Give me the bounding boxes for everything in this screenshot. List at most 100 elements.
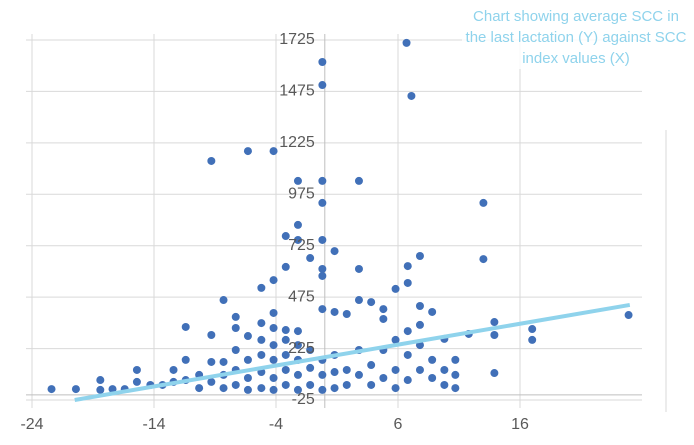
point (207, 330, 216, 339)
x-tick-label: -4 (269, 416, 283, 433)
point (243, 147, 252, 156)
y-tick-label: 475 (288, 288, 315, 305)
point (415, 301, 424, 310)
point (403, 278, 412, 287)
point (354, 370, 363, 379)
point (354, 176, 363, 185)
point (181, 322, 190, 331)
point (257, 384, 266, 393)
point (403, 376, 412, 385)
point (415, 320, 424, 329)
point (479, 255, 488, 264)
y-tick-label: 225 (288, 340, 315, 357)
point (207, 156, 216, 165)
point (269, 373, 278, 382)
point (415, 252, 424, 260)
point (440, 365, 449, 374)
point (269, 355, 278, 364)
point (257, 335, 266, 344)
trendline (74, 302, 631, 402)
point (451, 384, 460, 393)
point (257, 319, 266, 328)
point (269, 324, 278, 332)
point (440, 380, 449, 389)
y-tick-label: 1475 (279, 83, 315, 100)
point (269, 276, 278, 285)
point (624, 311, 633, 320)
point (306, 380, 315, 389)
point (318, 271, 327, 280)
point (219, 296, 228, 305)
point (96, 376, 105, 385)
point (391, 335, 400, 344)
x-tick-label: -24 (20, 416, 43, 433)
point (342, 380, 351, 389)
point (428, 373, 437, 382)
point (281, 365, 290, 374)
point (195, 384, 204, 393)
y-tick-label: 975 (288, 186, 315, 203)
point (281, 380, 290, 389)
point (281, 350, 290, 359)
point (306, 254, 315, 263)
point (403, 327, 412, 336)
point (354, 264, 363, 273)
point (243, 385, 252, 394)
point (479, 198, 488, 207)
point (132, 377, 141, 386)
point (269, 385, 278, 394)
point (490, 369, 499, 378)
point (293, 370, 302, 379)
y-tick-label: 1725 (279, 31, 315, 48)
point (231, 324, 240, 332)
point (318, 385, 327, 394)
point (428, 355, 437, 364)
point (415, 365, 424, 374)
point (330, 384, 339, 393)
point (330, 247, 339, 256)
x-tick-label: -14 (142, 416, 165, 433)
point (231, 346, 240, 355)
point (257, 350, 266, 359)
point (428, 307, 437, 316)
point (490, 330, 499, 339)
point (354, 296, 363, 305)
point (219, 357, 228, 366)
point (293, 220, 302, 229)
point (243, 355, 252, 364)
point (47, 385, 56, 394)
point (96, 385, 105, 394)
point (402, 38, 411, 47)
point (293, 327, 302, 336)
point (219, 384, 228, 393)
point (269, 341, 278, 350)
point (490, 318, 499, 327)
point (318, 264, 327, 273)
point (367, 380, 376, 389)
point (367, 298, 376, 307)
point (367, 361, 376, 370)
point (207, 357, 216, 366)
point (318, 305, 327, 314)
x-tick-label: 16 (511, 416, 529, 433)
point (342, 365, 351, 374)
point (169, 365, 178, 374)
point (342, 310, 351, 319)
point (391, 384, 400, 393)
point (281, 262, 290, 271)
point (181, 355, 190, 364)
point (528, 335, 537, 344)
point (318, 198, 327, 207)
point (451, 370, 460, 379)
y-tick-label: 725 (288, 237, 315, 254)
point (269, 147, 278, 156)
point (379, 373, 388, 382)
y-tick-label: -25 (292, 391, 315, 408)
x-tick-label: 6 (394, 416, 403, 433)
point (528, 325, 537, 334)
point (306, 346, 315, 355)
point (330, 307, 339, 316)
y-tick-label: 1225 (279, 134, 315, 151)
point (293, 176, 302, 185)
